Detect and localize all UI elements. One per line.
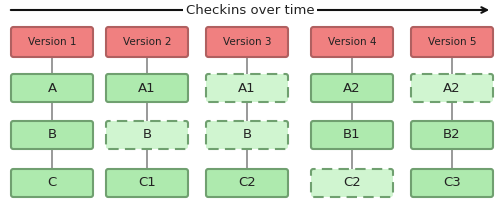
Text: Version 1: Version 1 xyxy=(28,37,76,47)
Text: Version 3: Version 3 xyxy=(223,37,271,47)
FancyBboxPatch shape xyxy=(11,27,93,57)
FancyBboxPatch shape xyxy=(106,27,188,57)
FancyBboxPatch shape xyxy=(311,169,393,197)
FancyBboxPatch shape xyxy=(11,121,93,149)
Text: C3: C3 xyxy=(443,176,461,190)
Text: B: B xyxy=(142,129,152,141)
Text: C: C xyxy=(48,176,56,190)
FancyBboxPatch shape xyxy=(311,74,393,102)
FancyBboxPatch shape xyxy=(411,121,493,149)
FancyBboxPatch shape xyxy=(206,169,288,197)
FancyBboxPatch shape xyxy=(206,74,288,102)
FancyBboxPatch shape xyxy=(311,27,393,57)
FancyBboxPatch shape xyxy=(411,27,493,57)
Text: B: B xyxy=(242,129,252,141)
FancyBboxPatch shape xyxy=(106,169,188,197)
FancyBboxPatch shape xyxy=(11,74,93,102)
FancyBboxPatch shape xyxy=(311,121,393,149)
Text: Version 4: Version 4 xyxy=(328,37,376,47)
Text: A1: A1 xyxy=(138,81,156,95)
Text: Version 2: Version 2 xyxy=(123,37,171,47)
FancyBboxPatch shape xyxy=(411,169,493,197)
FancyBboxPatch shape xyxy=(206,121,288,149)
FancyBboxPatch shape xyxy=(411,74,493,102)
FancyBboxPatch shape xyxy=(206,27,288,57)
Text: A1: A1 xyxy=(238,81,256,95)
FancyBboxPatch shape xyxy=(11,169,93,197)
Text: A: A xyxy=(48,81,56,95)
Text: A2: A2 xyxy=(443,81,461,95)
Text: Version 5: Version 5 xyxy=(428,37,476,47)
Text: A2: A2 xyxy=(343,81,361,95)
Text: B: B xyxy=(48,129,56,141)
Text: C2: C2 xyxy=(238,176,256,190)
Text: B1: B1 xyxy=(343,129,361,141)
FancyBboxPatch shape xyxy=(106,74,188,102)
Text: C2: C2 xyxy=(343,176,361,190)
Text: C1: C1 xyxy=(138,176,156,190)
FancyBboxPatch shape xyxy=(106,121,188,149)
Text: Checkins over time: Checkins over time xyxy=(186,4,314,16)
Text: B2: B2 xyxy=(443,129,461,141)
